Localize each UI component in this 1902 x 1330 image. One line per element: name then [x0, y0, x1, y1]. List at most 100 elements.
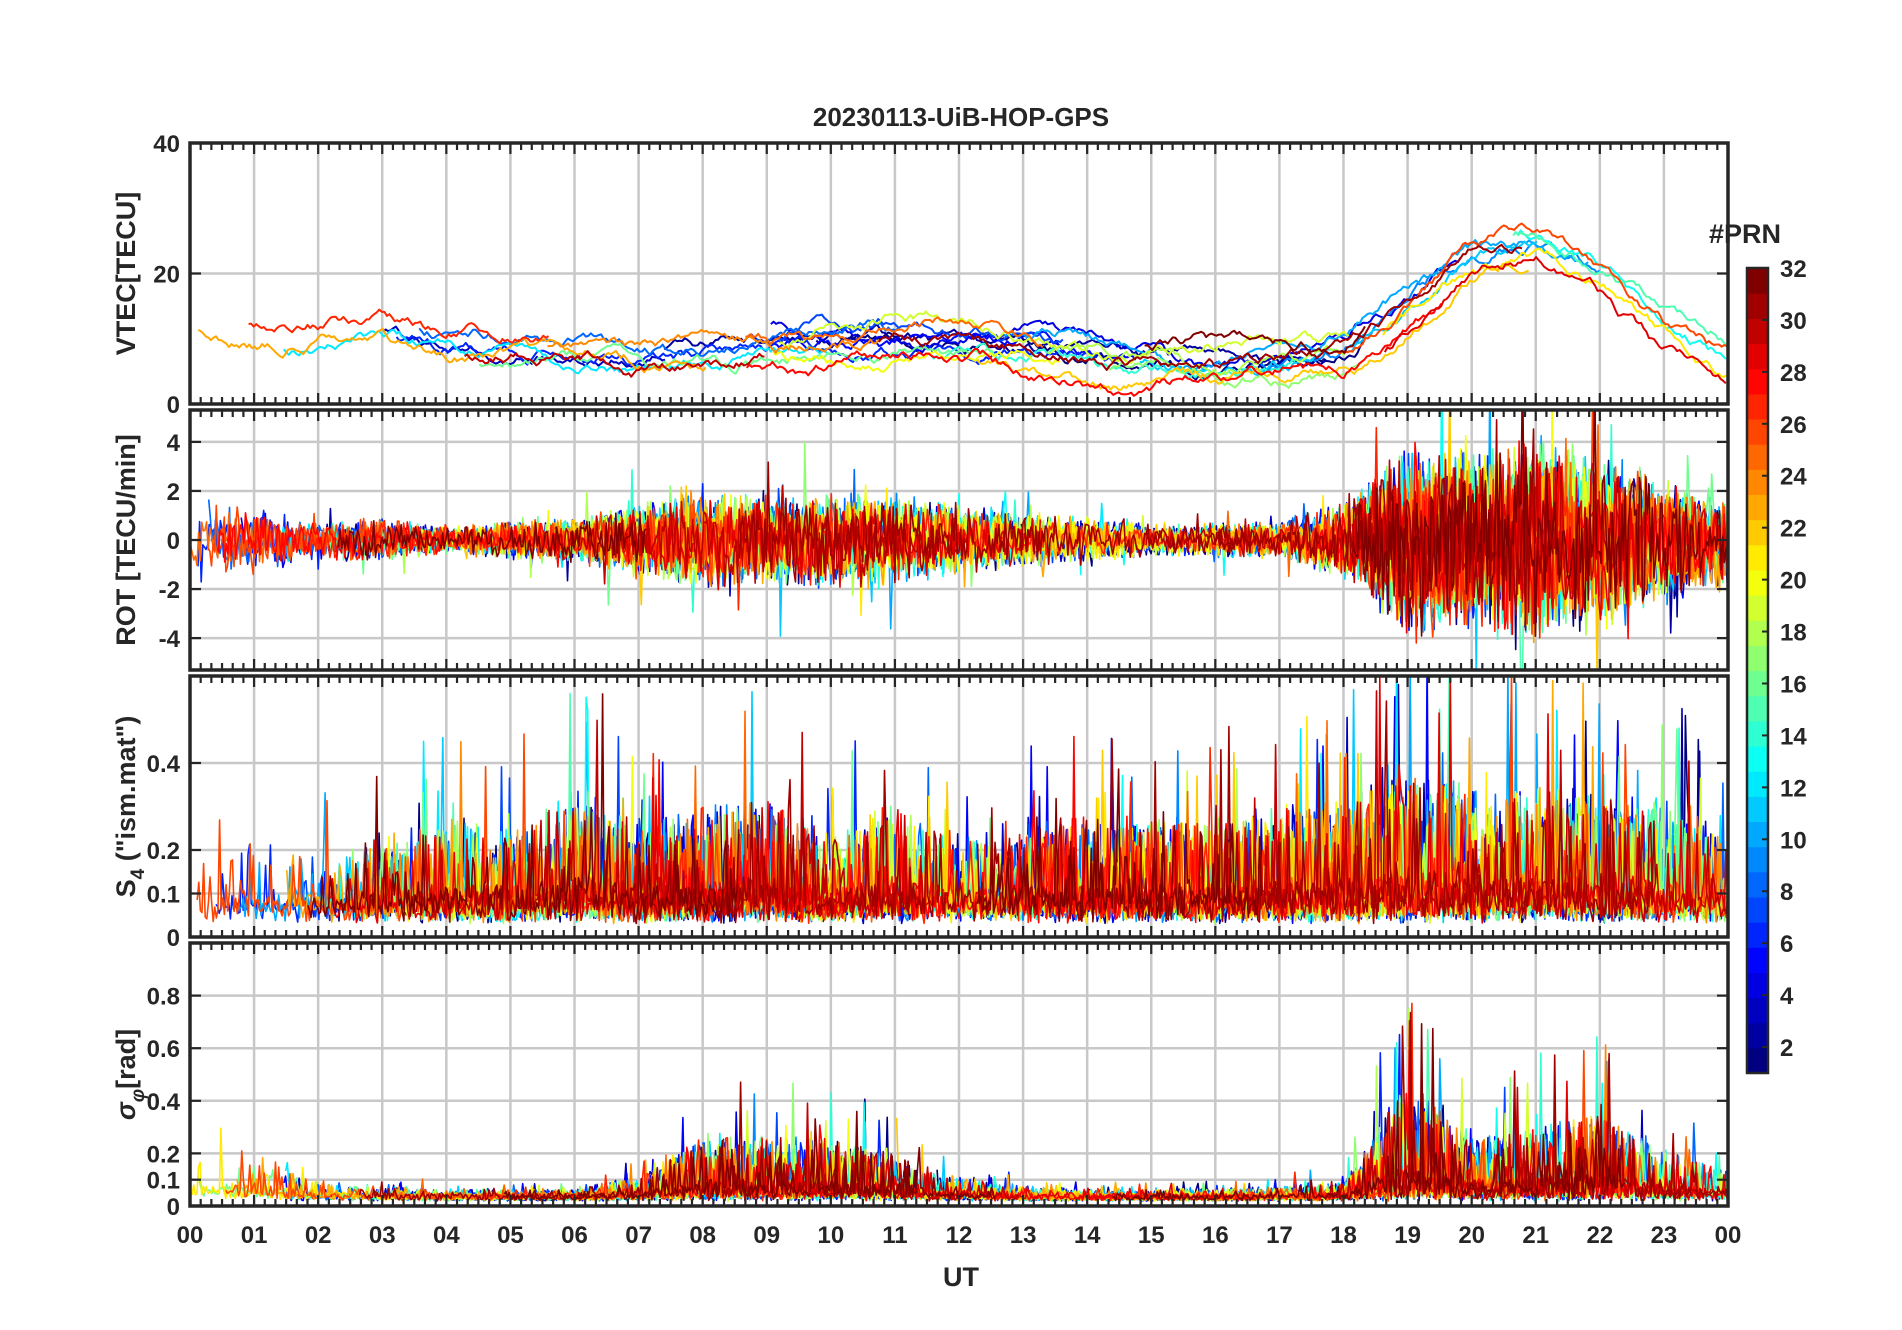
y-tick-label: -2: [159, 577, 180, 604]
series-group: [197, 222, 1728, 397]
tick-marks: [188, 943, 1730, 1208]
x-tick-label: 11: [882, 1222, 907, 1249]
y-axis-label: VTEC[TECU]: [111, 192, 141, 356]
colorbar-segment: [1747, 771, 1768, 797]
colorbar-segment: [1747, 972, 1768, 999]
colorbar-tick-label: 14: [1780, 723, 1807, 750]
colorbar-segment: [1747, 444, 1768, 470]
y-tick-label: 0.1: [147, 882, 180, 909]
y-tick-label: 0.2: [147, 838, 180, 865]
colorbar-segment: [1747, 368, 1768, 395]
series-line-prn-23: [197, 327, 707, 374]
x-tick-label: 08: [689, 1222, 716, 1249]
y-tick-label: 0.4: [147, 1089, 181, 1116]
y-tick-label: 20: [153, 262, 180, 289]
colorbar-segment: [1747, 544, 1768, 571]
colorbar-segment: [1747, 670, 1768, 697]
x-tick-label: 18: [1330, 1222, 1357, 1249]
colorbar-segment: [1747, 418, 1768, 445]
series-line-prn-31: [1267, 700, 1657, 925]
x-tick-label: 09: [753, 1222, 780, 1249]
y-tick-label: 4: [167, 430, 181, 457]
tick-marks: [188, 676, 1730, 939]
panel-rot: -4 -2 0 2 4 ROT [TECU/min]: [111, 408, 1730, 672]
series-line-prn-32: [1112, 1023, 1626, 1202]
colorbar-tick-label: 16: [1780, 671, 1807, 698]
colorbar-frame: [1745, 266, 1770, 1075]
tick-marks: [188, 141, 1730, 406]
colorbar-tick-label: 18: [1780, 620, 1807, 647]
x-tick-label: 01: [241, 1222, 268, 1249]
y-tick-label: 0.6: [147, 1036, 180, 1063]
colorbar-segment: [1747, 871, 1768, 898]
y-tick-label: 0.1: [147, 1168, 180, 1195]
series-line-prn-29: [1383, 256, 1727, 385]
panel-s4: 0 0.1 0.2 0.4S4 ("ism.mat"): [111, 674, 1730, 952]
colorbar-segment: [1747, 896, 1768, 923]
colorbar-segment: [1747, 1022, 1768, 1049]
series-line-prn-31: [1215, 419, 1554, 631]
series-group: [191, 1002, 1728, 1202]
x-tick-label: 14: [1074, 1222, 1101, 1249]
x-tick-label: 05: [497, 1222, 524, 1249]
y-tick-label: 40: [153, 131, 180, 158]
x-tick-label: 20: [1458, 1222, 1485, 1249]
colorbar-segment: [1747, 318, 1768, 345]
colorbar-segment: [1747, 922, 1768, 948]
colorbar-tick-label: 24: [1780, 464, 1807, 491]
y-axis-label: ROT [TECU/min]: [111, 434, 141, 645]
colorbar-segment: [1747, 846, 1768, 873]
series-line-prn-28: [217, 511, 564, 568]
chart-title: 20230113-UiB-HOP-GPS: [813, 102, 1109, 132]
series-line-prn-21: [1382, 247, 1728, 378]
x-tick-label: 21: [1522, 1222, 1549, 1249]
colorbar-segment: [1747, 519, 1768, 546]
series-line-prn-13: [1517, 229, 1727, 360]
colorbar-tick-label: 30: [1780, 308, 1807, 335]
x-tick-label: 10: [817, 1222, 844, 1249]
colorbar-segment: [1747, 645, 1768, 672]
series-line-prn-32: [1352, 410, 1728, 637]
series-group: [196, 676, 1728, 925]
x-axis-label: UT: [943, 1262, 979, 1292]
x-tick-label: 17: [1266, 1222, 1293, 1249]
series-line-prn-15: [1512, 230, 1727, 346]
colorbar-segment: [1747, 343, 1768, 370]
x-tick-label: 12: [946, 1222, 973, 1249]
series-line-prn-27: [248, 308, 550, 345]
y-tick-label: 0.8: [147, 984, 180, 1011]
colorbar-tick-label: 22: [1780, 516, 1807, 543]
y-tick-label: 2: [167, 479, 180, 506]
series-line-prn-32: [1144, 325, 1366, 355]
x-tick-label: 16: [1202, 1222, 1229, 1249]
colorbar-segment: [1747, 997, 1768, 1024]
colorbar-segment: [1747, 821, 1768, 848]
colorbar-title: #PRN: [1709, 219, 1781, 249]
x-tick-label: 15: [1138, 1222, 1165, 1249]
series-line-prn-22: [976, 262, 1530, 391]
colorbar-tick-label: 32: [1780, 256, 1807, 283]
series-line-prn-17: [1108, 357, 1364, 389]
series-line-prn-31: [738, 461, 1247, 584]
series-line-prn-10: [1003, 239, 1589, 374]
panel-sigma_phi: 00.10.2 0.4 0.6 0.8 σφ[rad]: [111, 941, 1730, 1221]
y-axis-label: σφ[rad]: [111, 1029, 149, 1120]
colorbar-tick-label: 28: [1780, 360, 1807, 387]
colorbar-segment: [1747, 595, 1768, 621]
tick-marks: [188, 410, 1730, 670]
x-tick-label: 06: [561, 1222, 588, 1249]
colorbar-segment: [1747, 469, 1768, 496]
colorbar-tick-label: 2: [1780, 1035, 1793, 1062]
series-line-prn-24: [547, 328, 882, 354]
x-tick-label: 03: [369, 1222, 396, 1249]
colorbar-segment: [1747, 393, 1768, 420]
colorbar-segment: [1747, 796, 1768, 823]
x-tick-label: 00: [177, 1222, 204, 1249]
series-line-prn-25: [745, 316, 1044, 349]
series-line-prn-21: [784, 487, 1133, 617]
colorbar-tick-label: 10: [1780, 827, 1807, 854]
colorbar-segment: [1747, 1047, 1768, 1074]
colorbar-segment: [1747, 494, 1768, 521]
